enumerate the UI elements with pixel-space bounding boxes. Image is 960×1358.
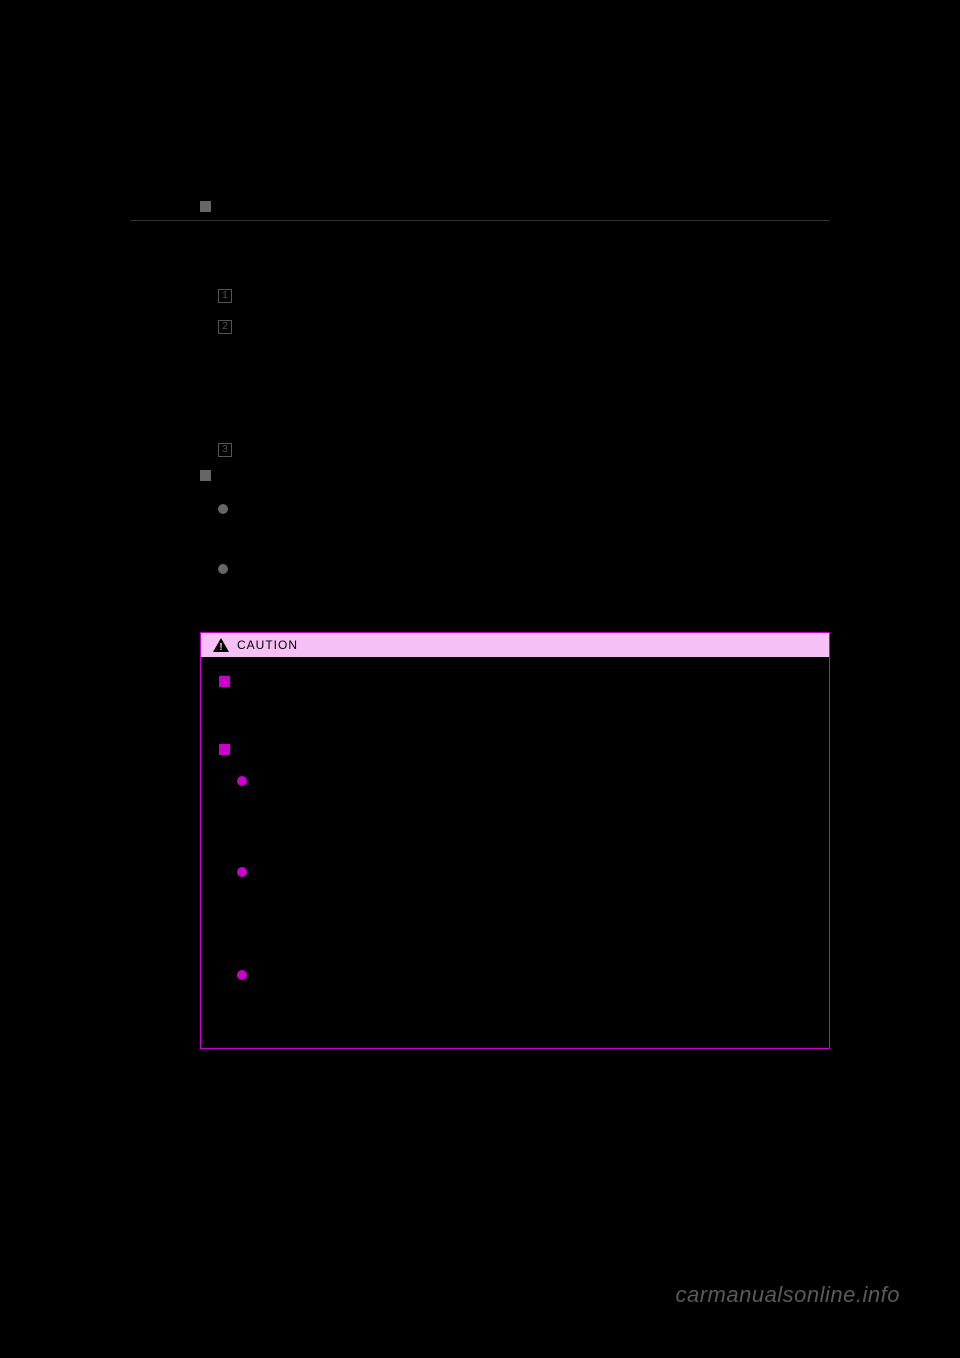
step-text: Shift the shift lever to N. If the shift…	[242, 318, 830, 360]
footer-watermark: carmanualsonline.info	[675, 1282, 900, 1308]
square-bullet-icon	[219, 676, 230, 687]
section-title: Stopping the engine	[219, 198, 344, 219]
caution-body: When driving the vehicle Do not operate …	[201, 657, 829, 1048]
bullet-icon	[218, 504, 228, 514]
step-text: Firmly depress the brake pedal with both…	[242, 287, 656, 308]
bullet-text: After the vehicle has stopped completely…	[238, 560, 830, 602]
caution-heading: If a message is displayed	[240, 741, 397, 762]
section-after: After the vehicle has stopped, shift the…	[200, 400, 830, 421]
caution-label: CAUTION	[237, 638, 298, 652]
step-number-icon: 2	[218, 320, 232, 334]
caution-box: ! CAUTION When driving the vehicle Do no…	[200, 632, 830, 1049]
warning-icon: !	[213, 638, 229, 652]
caution-heading: When driving the vehicle	[240, 673, 393, 694]
section-title: If the shift lever cannot be shifted	[219, 467, 424, 488]
section-intro: If there is a problem with the vehicle o…	[200, 231, 830, 273]
caution-header: ! CAUTION	[201, 633, 829, 657]
bullet-icon	[218, 564, 228, 574]
bullet-text: Firmly depress the brake pedal with both…	[238, 500, 830, 542]
bullet-icon	[237, 776, 247, 786]
caution-bullet: If a warning message is displayed on the…	[257, 772, 811, 835]
bullet-icon	[237, 970, 247, 980]
caution-bullet: After the engine restarts, have the vehi…	[257, 966, 811, 1008]
step-number-icon: 1	[218, 289, 232, 303]
square-bullet-icon	[200, 201, 211, 212]
svg-text:!: !	[219, 642, 222, 652]
section-shift: If the shift lever cannot be shifted Fir…	[200, 467, 830, 602]
square-bullet-icon	[219, 744, 230, 755]
caution-text: Do not operate the engine switch while d…	[219, 704, 811, 725]
caution-bullet: When the temperature of the automatic tr…	[257, 863, 811, 926]
step-number-icon: 3	[218, 443, 232, 457]
bullet-icon	[237, 867, 247, 877]
section-stopping: Stopping the engine If there is a proble…	[200, 198, 830, 457]
page-content: Stopping the engine If there is a proble…	[0, 0, 960, 1109]
square-bullet-icon	[200, 470, 211, 481]
